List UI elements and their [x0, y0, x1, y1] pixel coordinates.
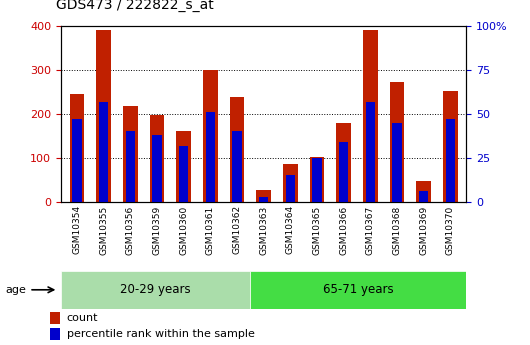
Text: GSM10360: GSM10360 — [179, 205, 188, 255]
Bar — [259, 197, 268, 202]
Bar — [176, 130, 191, 202]
Text: percentile rank within the sample: percentile rank within the sample — [67, 329, 254, 339]
Bar — [69, 94, 84, 202]
Text: GSM10366: GSM10366 — [339, 205, 348, 255]
Bar — [337, 123, 351, 202]
Bar — [99, 101, 108, 202]
Bar — [257, 189, 271, 202]
Text: GSM10354: GSM10354 — [73, 205, 82, 254]
Bar — [152, 135, 162, 202]
Bar — [417, 181, 431, 202]
Text: GSM10364: GSM10364 — [286, 205, 295, 254]
Bar — [50, 328, 60, 340]
Text: 65-71 years: 65-71 years — [323, 283, 394, 296]
Bar — [179, 146, 188, 202]
Text: GSM10362: GSM10362 — [233, 205, 242, 254]
Text: GSM10368: GSM10368 — [393, 205, 402, 255]
Bar — [203, 70, 218, 202]
Bar — [229, 97, 244, 202]
Bar — [310, 157, 324, 202]
Text: GSM10359: GSM10359 — [153, 205, 162, 255]
Text: age: age — [5, 285, 26, 295]
Bar — [392, 123, 402, 202]
Text: GSM10363: GSM10363 — [259, 205, 268, 255]
Bar — [283, 164, 298, 202]
Bar — [126, 131, 135, 202]
Text: GSM10365: GSM10365 — [313, 205, 322, 255]
Bar — [123, 106, 138, 202]
Bar — [443, 91, 458, 202]
Text: GSM10355: GSM10355 — [99, 205, 108, 255]
Text: 20-29 years: 20-29 years — [120, 283, 191, 296]
Bar — [96, 30, 111, 202]
Text: GSM10367: GSM10367 — [366, 205, 375, 255]
Bar — [61, 271, 250, 309]
Bar — [446, 119, 455, 202]
Bar — [149, 115, 164, 202]
Bar — [363, 30, 378, 202]
Bar — [312, 158, 322, 202]
Bar — [50, 312, 60, 324]
Text: GDS473 / 222822_s_at: GDS473 / 222822_s_at — [56, 0, 214, 12]
Text: GSM10370: GSM10370 — [446, 205, 455, 255]
Bar — [72, 119, 82, 202]
Bar — [366, 101, 375, 202]
Bar — [206, 112, 215, 202]
Text: count: count — [67, 313, 98, 323]
Text: GSM10369: GSM10369 — [419, 205, 428, 255]
Bar — [339, 142, 348, 202]
Bar — [232, 131, 242, 202]
Text: GSM10356: GSM10356 — [126, 205, 135, 255]
Bar — [250, 271, 466, 309]
Text: GSM10361: GSM10361 — [206, 205, 215, 255]
Bar — [419, 191, 428, 202]
Bar — [390, 82, 404, 202]
Bar — [286, 175, 295, 202]
